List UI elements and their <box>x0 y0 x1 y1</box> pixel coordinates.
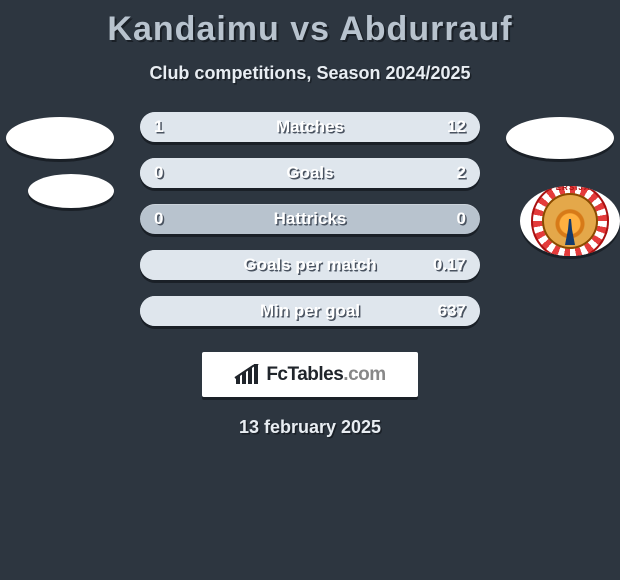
stats-container: 1 Matches 12 0 Goals 2 0 Hattricks 0 Goa… <box>140 112 480 326</box>
stat-fill-right <box>167 112 480 142</box>
stat-value-right: 0 <box>457 204 466 234</box>
player-left-avatar <box>6 117 114 159</box>
stat-value-left: 1 <box>154 112 163 142</box>
stat-row-matches: 1 Matches 12 <box>140 112 480 142</box>
logo-text-main: FcTables <box>266 364 343 385</box>
stat-value-right: 12 <box>447 112 466 142</box>
stat-value-right: 2 <box>457 158 466 188</box>
player-right-avatar <box>506 117 614 159</box>
player-left-club-badge <box>28 174 114 208</box>
stat-row-hattricks: 0 Hattricks 0 <box>140 204 480 234</box>
stat-row-min-per-goal: Min per goal 637 <box>140 296 480 326</box>
logo-text: FcTables.com <box>266 364 385 386</box>
stat-row-goals: 0 Goals 2 <box>140 158 480 188</box>
stat-value-right: 637 <box>438 296 466 326</box>
page-title: Kandaimu vs Abdurrauf <box>0 10 620 49</box>
stat-value-left: 0 <box>154 204 163 234</box>
stat-label: Hattricks <box>140 204 480 234</box>
subtitle: Club competitions, Season 2024/2025 <box>0 63 620 84</box>
logo-text-suffix: .com <box>343 364 385 385</box>
stat-value-right: 0.17 <box>433 250 466 280</box>
stat-value-left: 0 <box>154 158 163 188</box>
bar-chart-icon <box>234 364 260 386</box>
stat-fill-right <box>140 296 480 326</box>
persija-badge-icon: PERSIJA <box>531 186 609 256</box>
badge-text: PERSIJA <box>531 186 609 192</box>
comparison-card: Kandaimu vs Abdurrauf Club competitions,… <box>0 0 620 580</box>
source-logo: FcTables.com <box>202 352 418 397</box>
player-right-club-badge: PERSIJA <box>520 186 620 256</box>
stat-row-goals-per-match: Goals per match 0.17 <box>140 250 480 280</box>
stat-fill-right <box>140 158 480 188</box>
date-text: 13 february 2025 <box>0 417 620 438</box>
stat-fill-right <box>140 250 480 280</box>
